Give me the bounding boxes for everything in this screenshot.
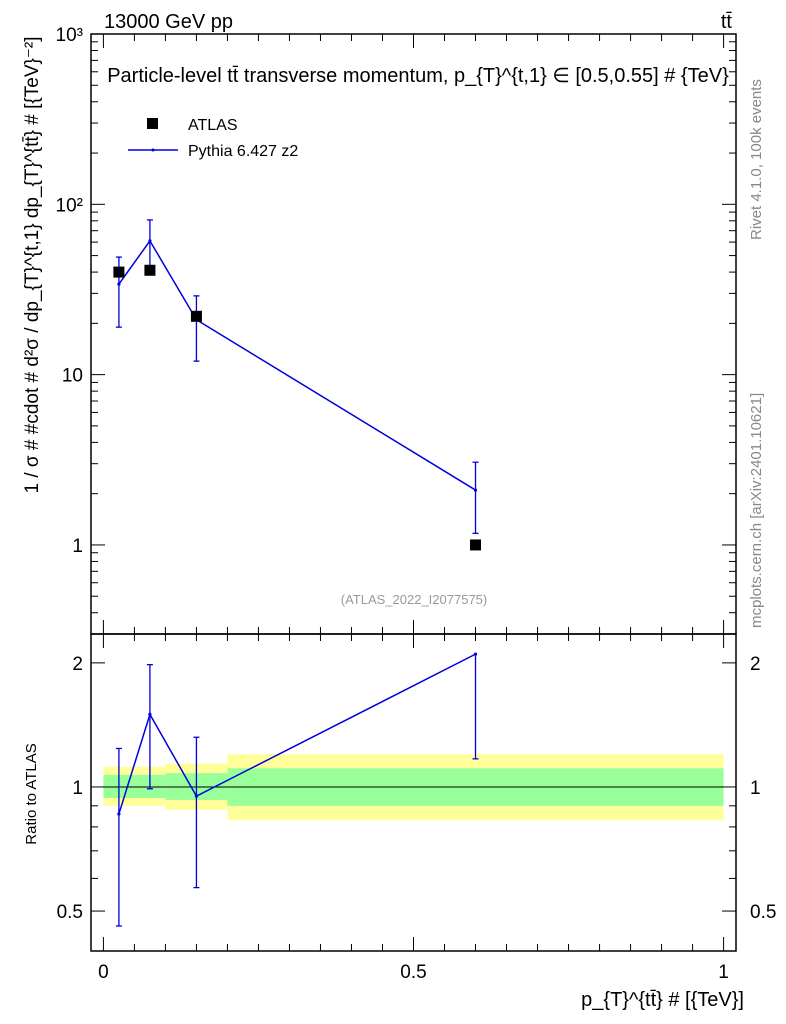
ratio-pythia-point (194, 794, 199, 798)
main-y-tick-label: 1 (72, 536, 83, 557)
ratio-pythia-point (473, 652, 478, 656)
ratio-pythia-point (117, 812, 121, 816)
ratio-axis-ticks: 0.5 0.5 1 1 2 2 0 0.5 1 (57, 634, 776, 983)
ratio-pythia-point (148, 712, 152, 716)
ratio-y-tick-label: 2 (72, 654, 83, 675)
main-y-axis-label: 1 / σ # #cdot # d²σ / dp_{T}^{t,1} dp_{T… (22, 37, 43, 494)
ratio-y-tick-label: 0.5 (57, 902, 83, 923)
legend-entry-pythia: Pythia 6.427 z2 (188, 143, 298, 160)
ratio-y-tick-label-right: 2 (750, 654, 761, 675)
legend-marker-pythia-dot (151, 148, 155, 152)
ratio-y-tick-label: 1 (72, 778, 83, 799)
pythia-point (117, 282, 121, 286)
ratio-y-tick-label-right: 1 (750, 778, 761, 799)
main-plot-title: Particle-level tt̄ transverse momentum, … (107, 65, 729, 87)
collision-energy-label: 13000 GeV pp (104, 11, 233, 33)
x-axis-label: p_{T}^{tt̄} # [{TeV}] (581, 989, 744, 1011)
main-plot-panel: 1 10 10² 10³ Particle-level tt̄ transverse … (22, 25, 737, 635)
pythia-point (148, 239, 152, 243)
legend: ATLAS Pythia 6.427 z2 (128, 117, 298, 160)
main-plot-marks (113, 219, 482, 551)
ratio-y-tick-label-right: 0.5 (750, 902, 776, 923)
main-y-tick-label: 10 (62, 366, 83, 387)
ratio-y-axis-label: Ratio to ATLAS (23, 743, 40, 844)
ratio-plot-marks (115, 652, 479, 927)
pythia-line (118, 239, 476, 491)
x-tick-label: 0 (98, 962, 109, 983)
main-y-tick-label: 10³ (56, 25, 83, 46)
main-y-tick-label: 10² (56, 195, 83, 216)
main-y-axis-ticks: 1 10 10² 10³ (56, 25, 736, 635)
atlas-point (113, 266, 125, 278)
ratio-pythia-line (118, 653, 476, 815)
rivet-version-label: Rivet 4.1.0, 100k events (748, 79, 765, 240)
mcplots-label: mcplots.cern.ch [arXiv:2401.10621] (748, 393, 765, 628)
process-label: tt̄ (721, 11, 733, 33)
x-tick-label: 0.5 (400, 962, 426, 983)
analysis-reference: (ATLAS_2022_I2077575) (341, 592, 487, 607)
atlas-point (144, 264, 156, 276)
pythia-point (473, 488, 478, 492)
atlas-point (190, 310, 202, 322)
ratio-plot-panel: 0.5 0.5 1 1 2 2 0 0.5 1 Ratio to ATLAS p_{T}^{tt… (23, 633, 776, 1011)
x-tick-label: 1 (718, 962, 729, 983)
legend-entry-atlas: ATLAS (188, 117, 238, 134)
atlas-point (470, 539, 482, 551)
legend-marker-atlas (147, 118, 158, 129)
